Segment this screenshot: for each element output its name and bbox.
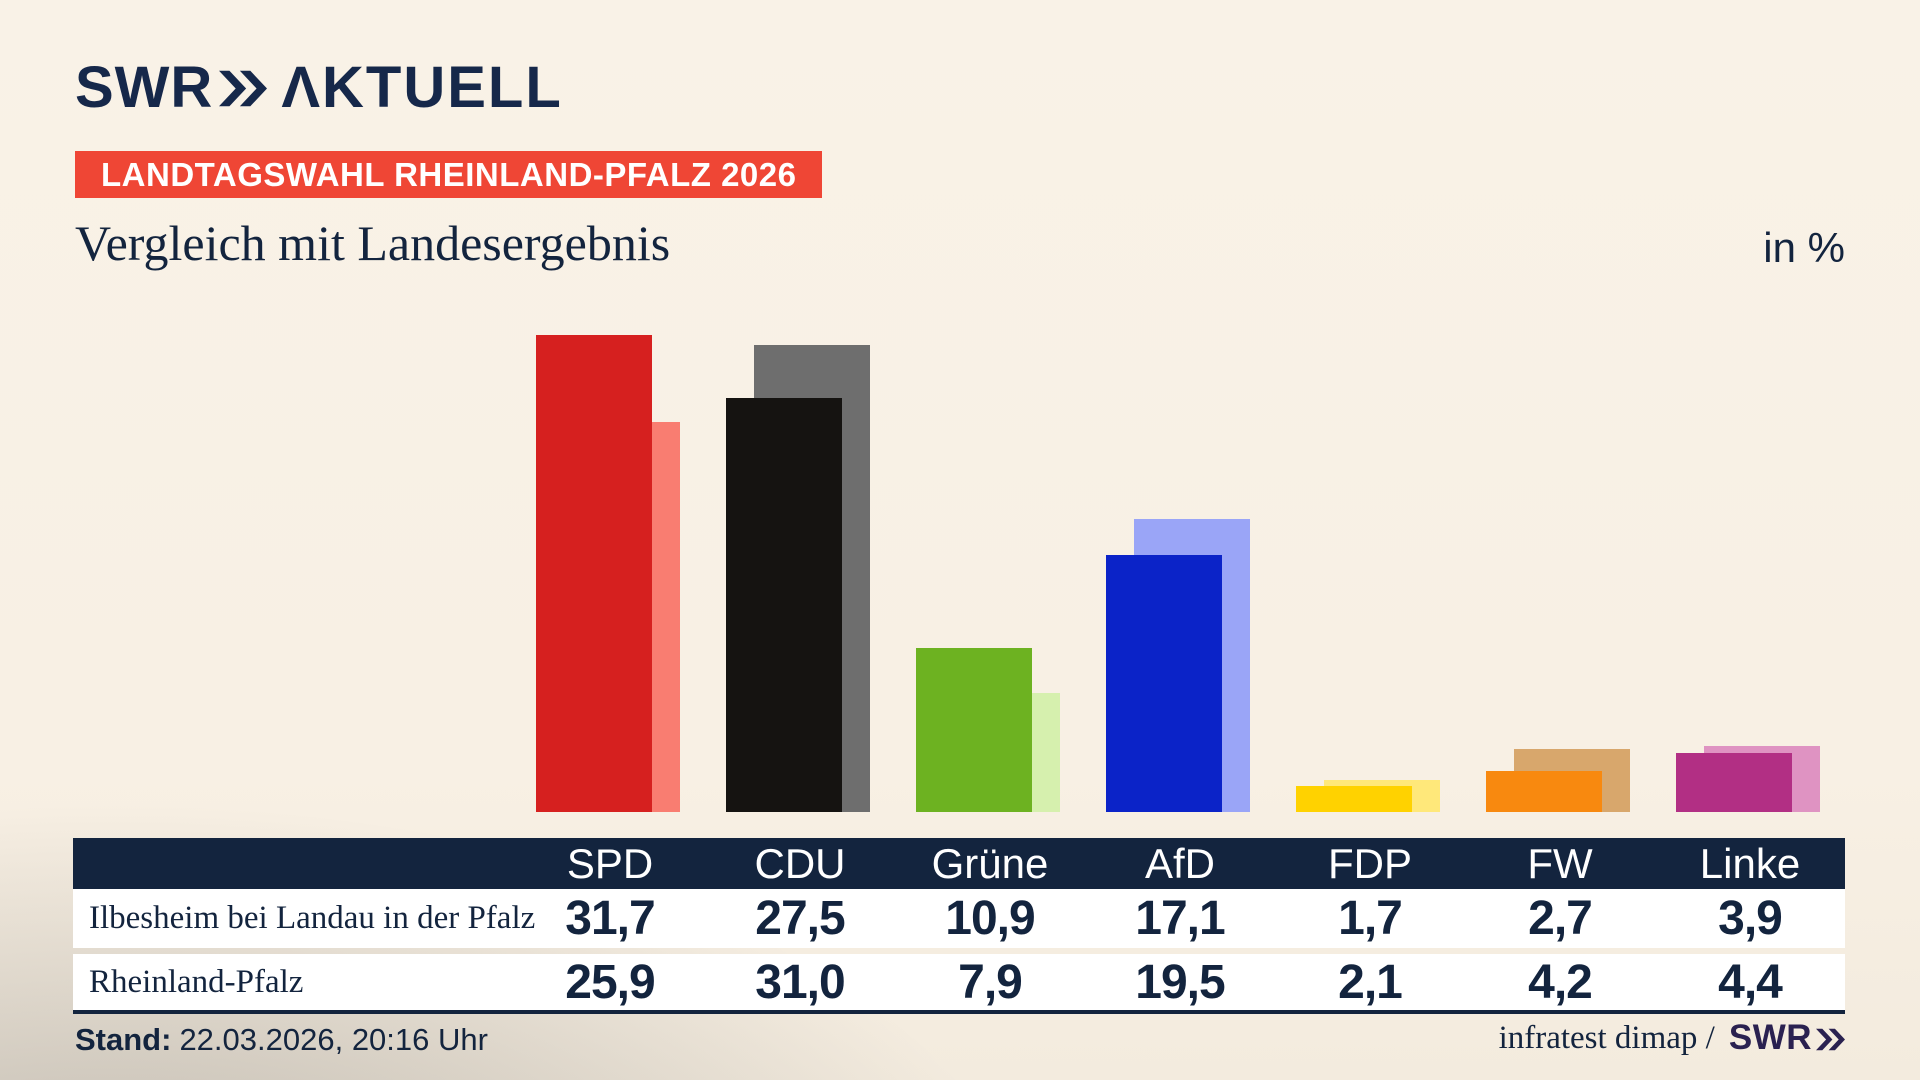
value-spd-land: 25,9 xyxy=(565,955,655,1009)
row-label: Rheinland-Pfalz xyxy=(89,963,304,1000)
badge-label: LANDTAGSWAHL RHEINLAND-PFALZ 2026 xyxy=(101,155,797,193)
stand-label: Stand: xyxy=(75,1022,172,1057)
double-chevron-icon xyxy=(1816,1028,1845,1051)
stand-timestamp: Stand: 22.03.2026, 20:16 Uhr xyxy=(75,1022,488,1058)
results-table: SPD CDU Grüne AfD FDP FW Linke Ilbesheim bei La… xyxy=(73,838,1845,1014)
bar-grüne-local xyxy=(916,648,1032,812)
party-header-spd: SPD xyxy=(566,840,654,887)
unit-label: in % xyxy=(1763,224,1845,271)
bar-fw-local xyxy=(1486,771,1602,812)
bar-cdu-local xyxy=(726,398,842,812)
bar-linke-local xyxy=(1676,753,1792,812)
table-row-land: Rheinland-Pfalz 25,9 31,0 7,9 19,5 2,1 4,2 4,4 xyxy=(73,954,1845,1010)
table-row-local: Ilbesheim bei Landau in der Pfalz 31,7 27,… xyxy=(73,889,1845,948)
value-linke-land: 4,4 xyxy=(1718,955,1783,1009)
double-chevron-icon xyxy=(219,70,268,107)
row-label: Ilbesheim bei Landau in der Pfalz xyxy=(89,900,536,936)
party-header-grüne: Grüne xyxy=(931,840,1049,887)
value-cdu-local: 27,5 xyxy=(755,892,845,945)
source-label: infratest dimap / xyxy=(1498,1019,1715,1056)
bar-fdp-local xyxy=(1296,786,1412,812)
value-linke-local: 3,9 xyxy=(1718,892,1783,945)
logo-text-swr: SWR xyxy=(75,55,214,120)
party-header-linke: Linke xyxy=(1699,840,1801,887)
value-fw-land: 4,2 xyxy=(1528,955,1593,1009)
value-fdp-land: 2,1 xyxy=(1338,955,1403,1009)
party-header-fdp: FDP xyxy=(1328,840,1412,887)
source-credit: infratest dimap / SWR xyxy=(1499,1018,1845,1058)
swr-aktuell-logo: SWR ΛKTUELL xyxy=(75,54,563,121)
party-header-afd: AfD xyxy=(1144,840,1215,887)
value-fdp-local: 1,7 xyxy=(1338,892,1403,945)
value-fw-local: 2,7 xyxy=(1528,892,1593,945)
bar-afd-local xyxy=(1106,554,1222,812)
party-header-fw: FW xyxy=(1527,840,1593,887)
value-grüne-local: 10,9 xyxy=(945,892,1035,945)
value-afd-land: 19,5 xyxy=(1135,955,1225,1009)
bar-spd-local xyxy=(536,334,652,812)
logo-text-aktuell: ΛKTUELL xyxy=(281,55,563,120)
swr-logo-small: SWR xyxy=(1729,1018,1845,1058)
stand-value: 22.03.2026, 20:16 Uhr xyxy=(179,1022,488,1057)
mini-logo-text: SWR xyxy=(1728,1018,1812,1057)
party-header-cdu: CDU xyxy=(754,840,846,887)
value-afd-local: 17,1 xyxy=(1135,892,1225,945)
table-header-row: SPD CDU Grüne AfD FDP FW Linke xyxy=(73,838,1845,889)
value-grüne-land: 7,9 xyxy=(958,955,1023,1009)
chart-title: Vergleich mit Landesergebnis xyxy=(75,215,671,271)
election-badge: LANDTAGSWAHL RHEINLAND-PFALZ 2026 xyxy=(75,151,823,198)
value-spd-local: 31,7 xyxy=(565,892,655,945)
value-cdu-land: 31,0 xyxy=(755,955,845,1009)
